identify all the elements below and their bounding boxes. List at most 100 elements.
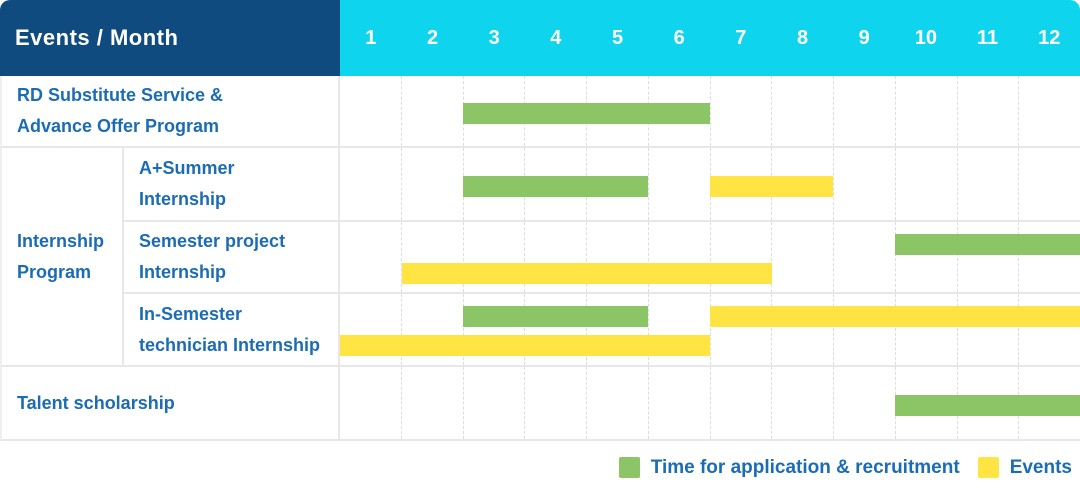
month-gridline: [709, 294, 772, 365]
month-gridline: [1018, 222, 1080, 292]
month-gridline: [894, 76, 957, 146]
month-gridline: [400, 76, 463, 146]
row-label-line: A+Summer: [139, 158, 235, 178]
application-bar: [463, 176, 649, 197]
header-title-cell: Events / Month: [0, 0, 340, 76]
month-gridline: [1018, 148, 1080, 220]
month-gridline: [586, 294, 648, 365]
month-gridline: [400, 222, 463, 292]
legend-item-application: Time for application & recruitment: [618, 456, 960, 479]
month-gridline: [524, 294, 586, 365]
month-gridline: [340, 222, 401, 292]
month-gridline: [894, 222, 957, 292]
month-header-cell: 10: [914, 26, 937, 49]
page-title: Events / Month: [15, 25, 179, 50]
month-header-cell: 8: [796, 26, 809, 49]
month-header-cell: 12: [1038, 26, 1061, 49]
month-gridline: [586, 367, 648, 439]
month-gridline: [400, 367, 463, 439]
month-header-cell: 11: [976, 26, 999, 49]
month-gridline: [462, 222, 525, 292]
month-gridline: [340, 76, 401, 146]
month-gridline: [956, 76, 1019, 146]
month-gridline: [647, 294, 710, 365]
month-gridline: [647, 222, 710, 292]
application-bar: [463, 306, 649, 327]
month-gridline: [709, 148, 772, 220]
row-label-rd-substitute: RD Substitute Service & Advance Offer Pr…: [0, 76, 340, 148]
row-label-line: In-Semester: [139, 303, 243, 324]
row-label-line: RD Substitute Service &: [17, 85, 224, 105]
row-label-semester-project: Semester project Internship: [124, 222, 340, 294]
month-gridline: [771, 294, 833, 365]
row-label-talent-scholarship: Talent scholarship: [0, 367, 340, 441]
month-gridline: [462, 294, 525, 365]
month-gridline: [647, 367, 710, 439]
legend-label-events: Events: [1009, 456, 1072, 478]
gantt-chart-cell: [340, 222, 1080, 294]
month-gridline: [340, 148, 401, 220]
month-gridline: [400, 294, 463, 365]
month-gridline: [1018, 294, 1080, 365]
group-label-line: Internship: [17, 230, 105, 251]
events-bar: [710, 176, 834, 197]
legend-label-application: Time for application & recruitment: [650, 456, 960, 478]
month-gridline: [709, 367, 772, 439]
month-gridline: [833, 76, 895, 146]
month-gridline: [1018, 76, 1080, 146]
month-gridline: [833, 367, 895, 439]
gantt-chart-cell: [340, 148, 1080, 222]
group-label-internship-program: Internship Program: [0, 148, 124, 367]
month-header-cell: 5: [611, 26, 624, 49]
application-swatch-icon: [618, 457, 640, 478]
month-gridline: [956, 148, 1019, 220]
month-gridline: [340, 367, 401, 439]
month-header-row: 1 2 3 4 5 6 7 8 9 10 11 12: [340, 0, 1080, 76]
month-gridline: [771, 76, 833, 146]
row-label-a-plus-summer: A+Summer Internship: [124, 148, 340, 222]
month-gridline: [524, 222, 586, 292]
month-gridline: [586, 222, 648, 292]
gantt-table: Events / Month 1 2 3 4 5 6 7 8 9 10 11 12 RD Substi…: [0, 0, 1080, 441]
month-gridline: [771, 222, 833, 292]
row-label-line: Internship: [139, 262, 227, 282]
events-swatch-icon: [977, 457, 999, 478]
month-gridline: [524, 367, 586, 439]
month-gridline: [833, 222, 895, 292]
month-header-cell: 9: [858, 26, 870, 49]
row-label-line: technician Internship: [139, 334, 321, 355]
row-label-line: Semester project: [139, 231, 286, 251]
gantt-chart-cell: [340, 367, 1080, 441]
month-header-cell: 4: [550, 26, 562, 49]
month-header-cell: 6: [673, 26, 685, 49]
row-label-in-semester-technician: In-Semester technician Internship: [124, 294, 340, 367]
application-bar: [463, 103, 710, 124]
row-label-line: Internship: [139, 189, 227, 209]
month-gridline: [833, 294, 895, 365]
month-gridline: [462, 76, 525, 146]
month-header-cell: 2: [426, 26, 439, 49]
month-header-cell: 7: [735, 26, 747, 49]
events-bar: [340, 335, 710, 356]
events-bar: [710, 306, 1080, 327]
month-gridline: [400, 148, 463, 220]
application-bar: [895, 395, 1080, 416]
month-gridline: [462, 148, 525, 220]
legend: Time for application & recruitment Event…: [0, 441, 1080, 494]
month-gridline: [647, 148, 710, 220]
row-label-line: Talent scholarship: [17, 392, 175, 413]
month-header-cell: 1: [365, 26, 377, 49]
row-label-line: Advance Offer Program: [17, 116, 220, 136]
month-gridline: [833, 148, 895, 220]
group-label-line: Program: [17, 261, 92, 282]
month-gridline: [956, 222, 1019, 292]
month-header-cell: 3: [488, 26, 500, 49]
month-gridline: [956, 294, 1019, 365]
month-gridline: [894, 148, 957, 220]
gantt-chart-cell: [340, 294, 1080, 367]
gantt-chart-cell: [340, 76, 1080, 148]
month-gridline: [462, 367, 525, 439]
legend-item-events: Events: [977, 456, 1072, 479]
month-gridline: [771, 367, 833, 439]
